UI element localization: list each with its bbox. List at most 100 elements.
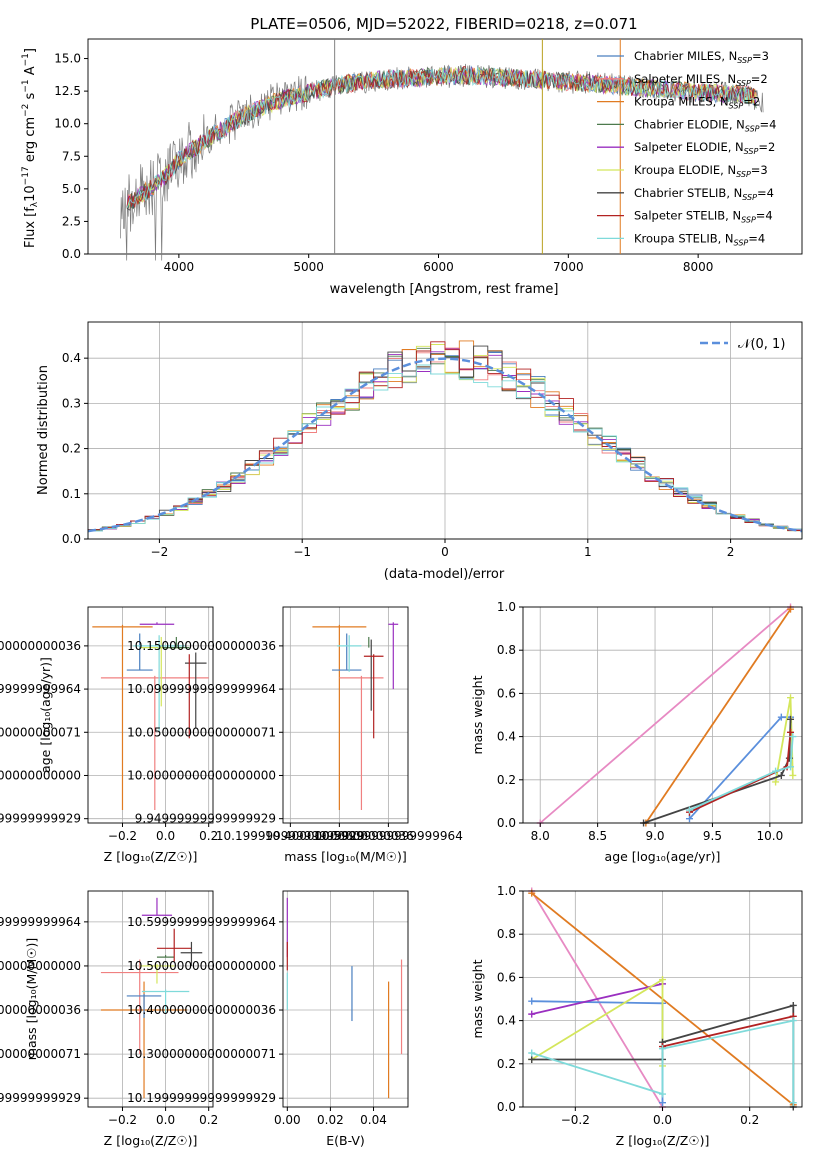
weight-line [531,983,663,1015]
weight-marker [789,771,797,779]
residuals-legend: 𝒩(0, 1) [700,337,785,352]
spectrum-xtick-label: 7000 [553,260,584,274]
weight-marker [789,733,797,741]
xtick-label: −0.2 [108,829,137,843]
weight-line [645,608,792,824]
spectrum-ytick-label: 0.0 [62,247,81,261]
weights-vs-age-panel: 8.0 8.5 9.0 9.5 10.0 0.0 0.2 0.4 0.6 0.8 1.0 age [l… [470,600,803,864]
ytick-label: 10.40000000000000036 [0,1003,81,1017]
ytick-label: 10.19999999999999929 [0,1091,81,1105]
xtick-label: 0.2 [740,1113,759,1127]
axes-frame [282,890,409,1108]
spectrum-legend-label: Salpeter STELIB, NSSP=4 [634,209,773,225]
weight-marker [659,976,666,984]
residuals-ticks: −2 −1 0 1 2 0.0 0.1 0.2 0.3 0.4 [62,351,735,559]
xtick-label: −0.2 [561,1113,590,1127]
spectrum-xtick-label: 5000 [293,260,324,274]
mass-vs-Z-panel: −0.2 0.0 0.2 10.19999999999999929 10.3000000… [0,890,218,1148]
residual-histogram [87,364,803,539]
residuals-xtick-label: 0 [441,545,449,559]
ytick-label: 0.6 [497,686,516,700]
weight-line [689,736,794,811]
spectrum-axes [87,38,803,255]
spectrum-xtick-label: 8000 [683,260,714,274]
spectrum-xlabel: wavelength [Angstrom, rest frame] [330,282,559,297]
weights-vs-Z-panel: −0.2 0.0 0.2 0.0 0.2 0.4 0.6 0.8 1.0 Z [log₁₀(Z/Z… [470,884,803,1148]
weight-marker [787,728,795,736]
ytick-label: 0.8 [497,643,516,657]
xtick-label: 8.0 [531,829,550,843]
weight-marker [789,1017,797,1025]
weight-line [531,977,664,1066]
spectrum-ytick-label: 15.0 [54,52,81,66]
spectrum-legend-label: Salpeter MILES, NSSP=2 [634,72,768,88]
ytick-label: 10.05000000000000071 [127,725,276,739]
ylabel: mass [log₁₀(M/M☉)] [24,938,39,1060]
residuals-xtick-label: 1 [584,545,592,559]
residuals-xlabel: (data-model)/error [384,567,505,582]
spectrum-legend: Chabrier MILES, NSSP=3 Salpeter MILES, NS… [597,49,776,247]
weight-marker [528,1055,536,1063]
xtick-label: 0.0 [156,1113,175,1127]
weight-marker [659,1045,666,1053]
ytick-label: 10.50000000000000000 [127,959,276,973]
weight-marker [528,1010,536,1018]
ytick-label: 10.59999999999999964 [127,915,276,929]
residuals-ytick-label: 0.1 [62,487,81,501]
xtick-label: 10.40000000000000036 [265,829,414,843]
spectrum-xtick-label: 4000 [164,260,195,274]
xlabel: Z [log₁₀(Z/Z☉)] [104,1133,198,1148]
ytick-label: 0.4 [497,1014,516,1028]
spectrum-ytick-label: 2.5 [62,214,81,228]
ytick-label: 10.15000000000000036 [127,639,276,653]
weight-marker [528,1049,536,1057]
residuals-ylabel: Normed distribution [36,365,51,495]
weight-marker [659,1099,666,1107]
weight-marker [659,1090,666,1098]
weight-marker [787,763,795,771]
ytick-label: 10.09999999999999964 [127,682,276,696]
ytick-label: 1.0 [497,600,516,614]
residuals-xtick-label: −2 [151,545,169,559]
spectrum-ytick-label: 7.5 [62,149,81,163]
weight-marker [772,778,780,786]
spectrum-legend-label: Chabrier MILES, NSSP=3 [634,49,769,65]
xtick-label: 0.0 [653,1113,672,1127]
spectrum-ytick-label: 5.0 [62,182,81,196]
ytick-label: 10.05000000000000071 [0,725,81,739]
normal-curve [87,357,803,533]
residuals-xtick-label: −1 [293,545,311,559]
weight-marker [789,1099,797,1107]
residuals-ytick-label: 0.4 [62,351,81,365]
xtick-label: 8.5 [588,829,607,843]
weight-marker [789,1001,797,1009]
spectrum-ytick-label: 12.5 [54,84,81,98]
weight-marker [777,771,785,779]
spectrum-legend-label: Kroupa MILES, NSSP=2 [634,95,760,111]
axes-frame [522,606,803,824]
xlabel: mass [log₁₀(M/M☉)] [284,849,406,864]
xtick-label: 0.00 [274,1113,301,1127]
weight-line [662,1015,794,1048]
weight-marker [528,997,536,1005]
residuals-ytick-label: 0.3 [62,396,81,410]
weight-marker [685,815,693,823]
spectrum-legend-label: Chabrier ELODIE, NSSP=4 [634,117,776,133]
ytick-label: 0.6 [497,970,516,984]
ytick-label: 10.00000000000000000 [127,768,276,782]
spectrum-legend-label: Kroupa STELIB, NSSP=4 [634,231,765,247]
weight-marker [777,713,785,721]
weight-marker [772,767,780,775]
ytick-label: 10.40000000000000036 [127,1003,276,1017]
spectrum-xtick-label: 6000 [423,260,454,274]
xlabel: age [log₁₀(age/yr)] [605,849,721,864]
ytick-label: 0.2 [497,1057,516,1071]
ytick-label: 9.94999999999999929 [0,812,81,826]
ytick-label: 10.19999999999999929 [127,1091,276,1105]
axes-frame [87,890,214,1108]
ylabel: age [log₁₀(age/yr)] [38,657,53,773]
mass-vs-EBV-panel: 0.00 0.02 0.04 10.19999999999999929 10.30000… [127,890,409,1148]
ytick-label: 0.4 [497,730,516,744]
xlabel: Z [log₁₀(Z/Z☉)] [104,849,198,864]
